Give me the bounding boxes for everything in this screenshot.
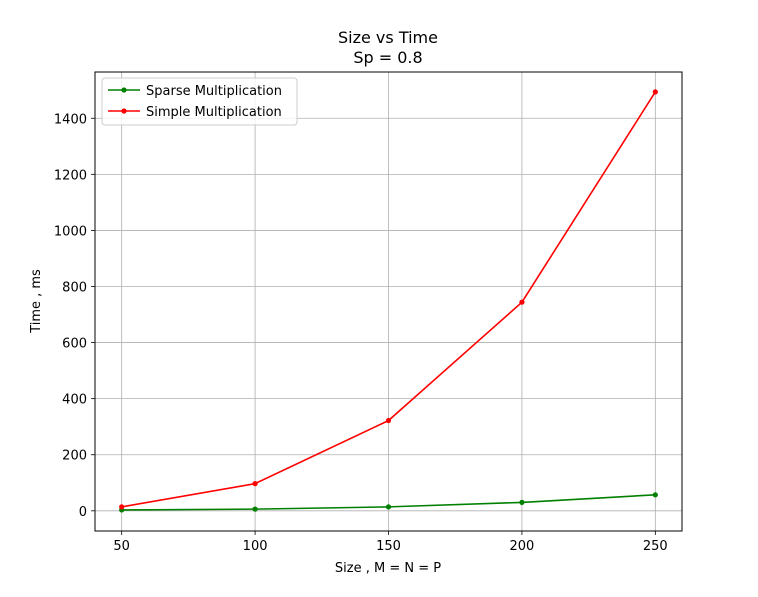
data-point-sparse-multiplication: [385, 504, 392, 510]
y-axis: 0 200 400 600 800 1000 1200 1400: [54, 112, 95, 520]
x-axis: 50 100 150 200 250: [113, 531, 668, 554]
y-tick-label: 600: [62, 337, 87, 352]
data-point-sparse-multiplication: [652, 492, 658, 498]
data-point-simple-multiplication: [385, 417, 392, 424]
y-tick-label: 1200: [54, 168, 87, 183]
data-point-simple-multiplication: [519, 299, 525, 305]
legend-label: Simple Multiplication: [146, 105, 282, 120]
data-point-sparse-multiplication: [252, 506, 258, 512]
x-axis-label: Size , M = N = P: [335, 561, 441, 576]
legend-marker: [121, 87, 127, 93]
x-tick-label: 200: [509, 539, 534, 554]
legend-marker: [121, 108, 127, 114]
y-tick-label: 1400: [54, 112, 87, 127]
data-point-simple-multiplication: [252, 481, 258, 487]
y-tick-label: 0: [79, 505, 87, 520]
y-tick-label: 800: [62, 280, 87, 295]
legend: Sparse Multiplication Simple Multiplicati…: [101, 77, 298, 126]
series-layer: [119, 89, 658, 513]
data-point-sparse-multiplication: [519, 499, 525, 506]
chart-subtitle: Sp = 0.8: [353, 48, 422, 67]
data-point-simple-multiplication: [652, 89, 658, 95]
data-point-simple-multiplication: [119, 504, 125, 510]
y-axis-label: Time , ms: [29, 269, 44, 334]
x-tick-label: 250: [643, 539, 668, 554]
y-tick-label: 400: [62, 393, 87, 408]
x-tick-label: 50: [113, 539, 130, 554]
legend-label: Sparse Multiplication: [146, 84, 282, 99]
x-tick-label: 150: [376, 539, 401, 554]
y-tick-label: 200: [62, 449, 87, 464]
y-tick-label: 1000: [54, 224, 87, 239]
legend-box: [101, 77, 298, 126]
chart-title: Size vs Time: [338, 28, 438, 47]
grid: [95, 72, 682, 531]
x-tick-label: 100: [243, 539, 268, 554]
